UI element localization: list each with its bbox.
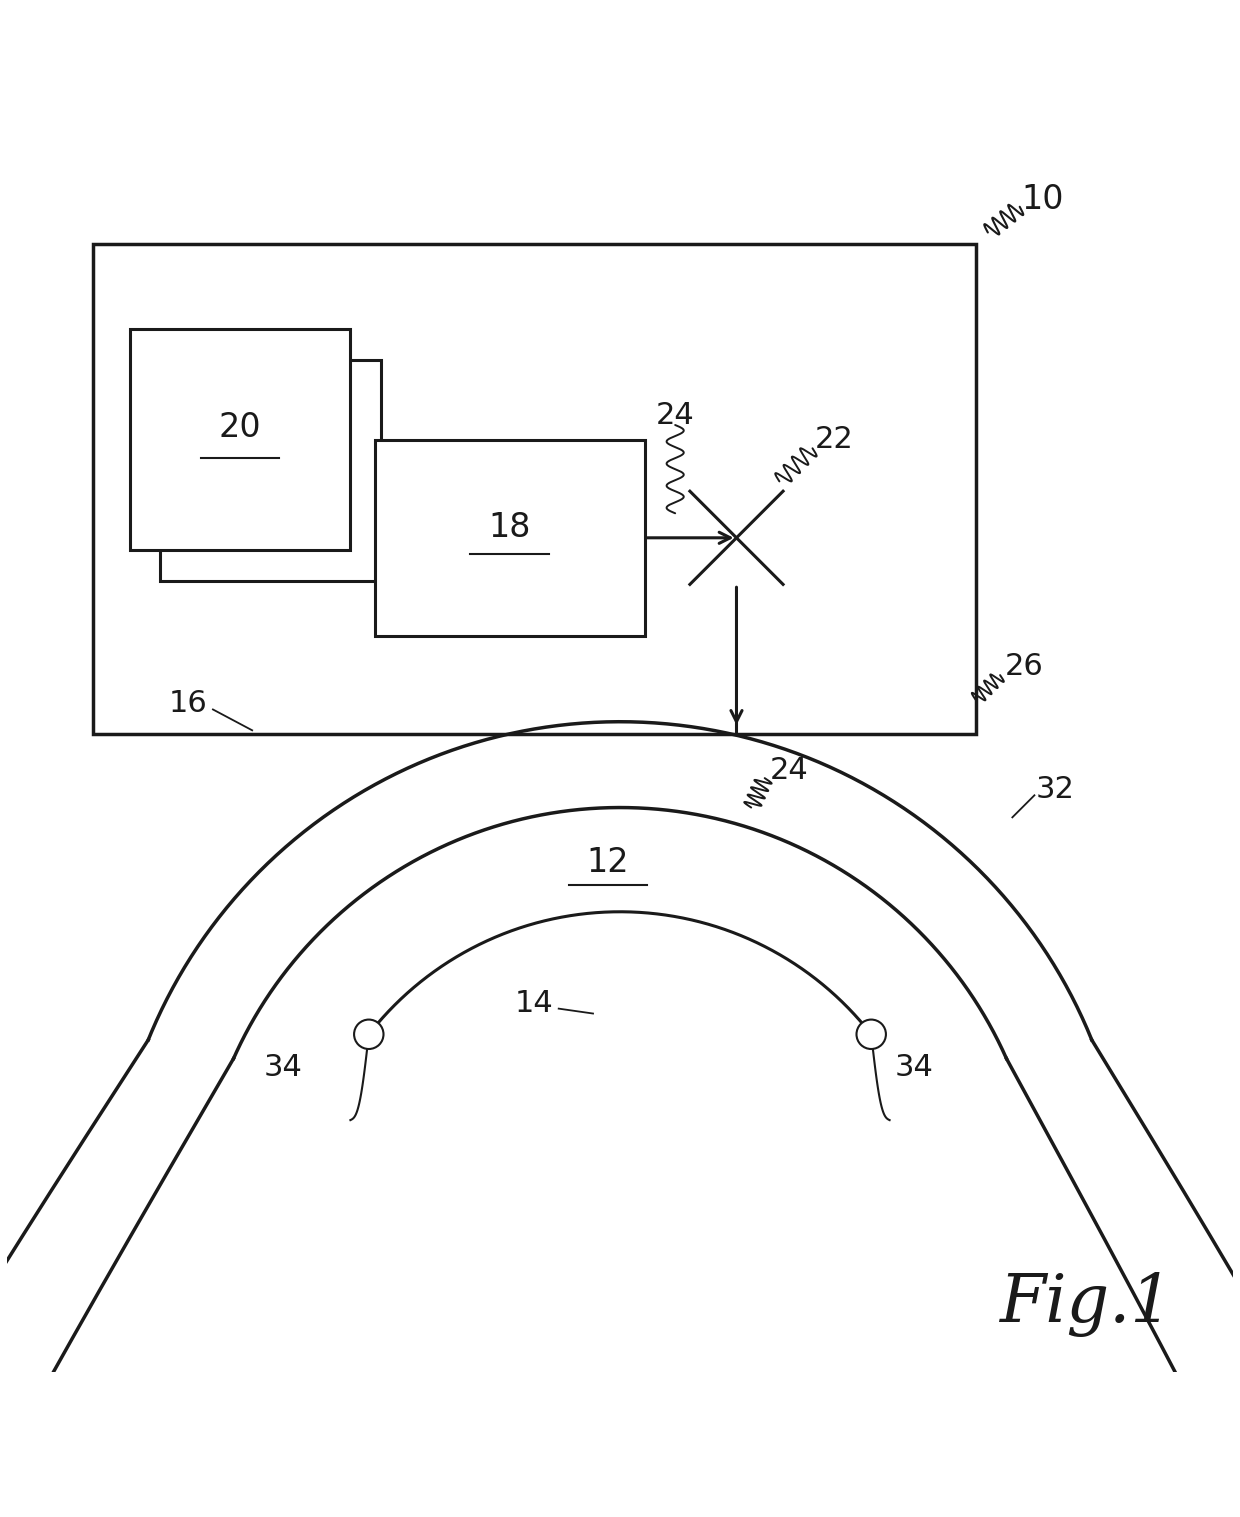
Text: 32: 32: [1035, 775, 1075, 804]
Bar: [129, 329, 350, 551]
Text: 24: 24: [770, 757, 808, 786]
Bar: [160, 360, 381, 581]
Text: 34: 34: [263, 1053, 303, 1082]
Text: 16: 16: [169, 689, 208, 718]
Text: 14: 14: [515, 989, 553, 1018]
Circle shape: [355, 1019, 383, 1048]
Bar: [374, 440, 645, 636]
Text: 26: 26: [1006, 652, 1044, 681]
Text: 24: 24: [656, 400, 694, 429]
Text: 34: 34: [895, 1053, 934, 1082]
Text: 22: 22: [815, 425, 854, 454]
Circle shape: [857, 1019, 885, 1048]
Text: Fig.1: Fig.1: [999, 1271, 1173, 1336]
Text: 12: 12: [587, 846, 629, 880]
Text: 18: 18: [489, 511, 531, 545]
Text: 20: 20: [218, 411, 262, 444]
Text: 10: 10: [1022, 184, 1064, 215]
Bar: [93, 244, 976, 734]
